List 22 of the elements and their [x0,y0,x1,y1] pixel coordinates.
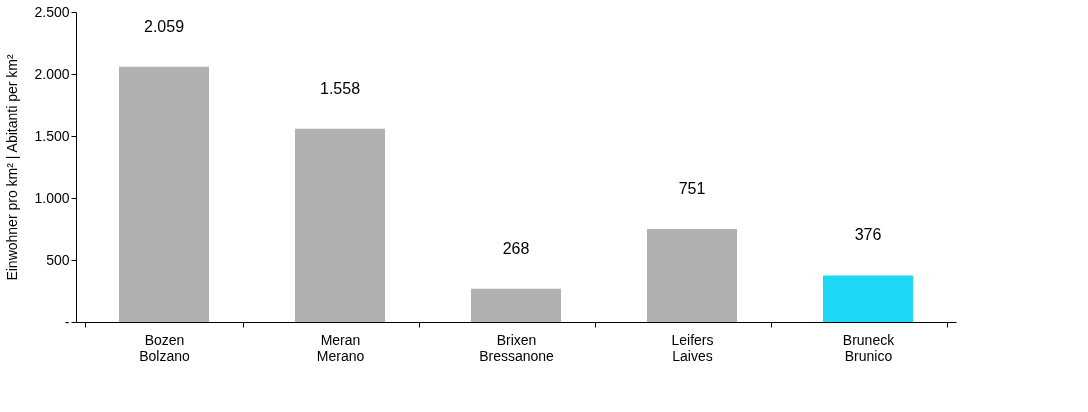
y-tick-label: - [64,313,70,330]
data-label: 376 [854,226,882,244]
bar [823,275,913,322]
bar [647,228,737,322]
y-tick-label: 1.500 [34,127,70,144]
y-tick-label: 500 [46,251,70,268]
y-tick-label: 1.000 [34,189,70,206]
y-tick-label: 2.000 [34,65,70,82]
data-label: 751 [678,179,706,197]
data-label: 268 [502,239,530,257]
data-label: 1.558 [319,79,361,97]
x-tick-label: Bruneck Brunico [842,331,896,364]
data-label: 2.059 [143,17,185,35]
bar [471,288,561,322]
x-tick-label: Brixen Bressanone [479,331,555,364]
y-axis-title: Einwohner pro km² | Abitanti per km² [4,54,21,281]
y-tick-label: 2.500 [34,3,70,20]
x-tick-label: Meran Merano [316,331,365,364]
x-tick-label: Bozen Bolzano [139,331,191,364]
bar [119,66,209,322]
bar [295,128,385,322]
x-tick-label: Leifers Laives [671,331,714,364]
